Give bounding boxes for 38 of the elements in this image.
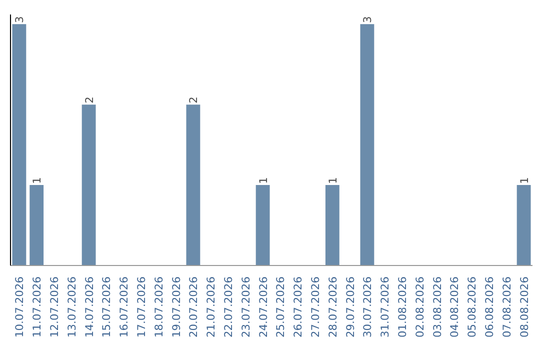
data-label: 1 [30,177,44,184]
x-tick-label: 15.07.2026 [100,276,114,338]
x-tick-label: 10.07.2026 [13,276,26,338]
x-tick-label: 12.07.2026 [48,276,61,338]
x-tick-label: 17.07.2026 [135,276,148,338]
data-label: 2 [82,96,96,104]
x-tick-label: 27.07.2026 [309,276,322,338]
x-tick-label: 21.07.2026 [204,276,218,338]
x-tick-label: 01.08.2026 [396,276,409,338]
x-tick-label: 31.07.2026 [378,276,392,338]
x-tick-label: 03.08.2026 [430,276,444,338]
data-label: 1 [518,177,531,184]
x-tick-label: 25.07.2026 [274,276,288,338]
x-tick-label: 08.08.2026 [518,276,531,338]
data-label: 1 [326,177,340,184]
data-label: 2 [187,96,200,104]
x-tick-label: 04.08.2026 [448,276,462,338]
x-tick-label: 02.08.2026 [413,276,426,338]
x-tick-label: 05.08.2026 [466,276,479,338]
data-label: 3 [13,16,26,23]
x-tick-label: 06.08.2026 [483,276,496,338]
x-tick-label: 26.07.2026 [292,276,305,338]
x-tick-label: 20.07.2026 [187,276,200,338]
x-tick-label: 18.07.2026 [152,276,166,338]
data-label: 1 [256,177,270,184]
x-tick-label: 14.07.2026 [82,276,96,338]
x-tick-label: 23.07.2026 [239,276,252,338]
x-tick-label: 07.08.2026 [500,276,514,338]
x-tick-label: 13.07.2026 [65,276,78,338]
data-label: 3 [361,16,374,23]
x-tick-label: 30.07.2026 [361,276,374,338]
x-tick-label: 29.07.2026 [344,276,357,338]
x-tick-label: 16.07.2026 [118,276,131,338]
x-tick-label: 22.07.2026 [222,276,235,338]
x-tick-label: 24.07.2026 [256,276,270,338]
x-tick-label: 11.07.2026 [30,276,44,338]
x-tick-label: 19.07.2026 [170,276,183,338]
x-tick-label: 28.07.2026 [326,276,340,338]
